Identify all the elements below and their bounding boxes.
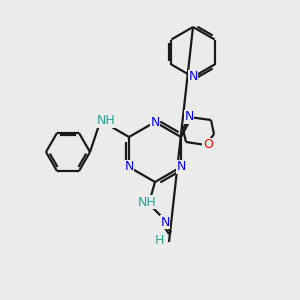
Text: N: N: [150, 116, 160, 128]
Text: N: N: [124, 160, 134, 173]
Text: N: N: [160, 215, 170, 229]
Text: N: N: [184, 110, 194, 124]
Text: N: N: [176, 160, 186, 173]
Text: NH: NH: [97, 115, 116, 128]
Text: O: O: [203, 139, 213, 152]
Text: N: N: [188, 70, 198, 83]
Text: H: H: [154, 233, 164, 247]
Text: NH: NH: [138, 196, 156, 208]
